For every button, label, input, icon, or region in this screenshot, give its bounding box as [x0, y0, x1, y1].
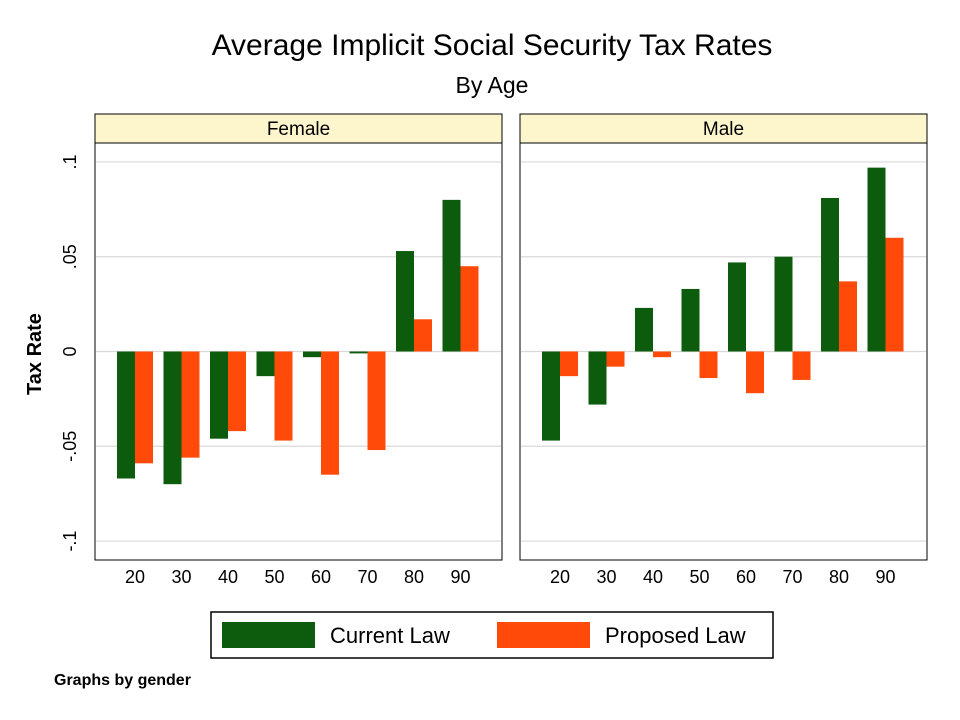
x-tick-label: 20	[125, 567, 145, 587]
bar-male-proposed-law-80	[839, 281, 857, 352]
bar-male-current-law-80	[821, 197, 839, 352]
bar-female-current-law-40	[210, 351, 228, 439]
x-tick-label: 30	[171, 567, 191, 587]
panels: Female 20 30 40 50 60 70 80 90 Male 20 30 40 50 60 70 80…	[94, 113, 928, 587]
bar-female-current-law-90	[442, 199, 461, 352]
y-axis-label: Tax Rate	[24, 313, 46, 395]
bar-female-current-law-80	[396, 251, 414, 352]
bar-male-current-law-60	[728, 262, 746, 352]
x-tick-label: 50	[264, 567, 284, 587]
bar-female-proposed-law-70	[367, 351, 386, 451]
bar-male-current-law-40	[635, 307, 653, 352]
bar-female-proposed-law-90	[460, 266, 479, 352]
bar-male-current-law-20	[542, 351, 560, 441]
bar-female-proposed-law-50	[274, 351, 293, 441]
bar-female-proposed-law-80	[414, 319, 432, 352]
bar-female-proposed-law-20	[135, 351, 153, 464]
bar-male-current-law-50	[681, 288, 700, 352]
x-tick-label: 70	[357, 567, 377, 587]
panel-strip-label: Female	[267, 119, 330, 140]
x-tick-label: 80	[404, 567, 424, 587]
bar-female-current-law-30	[163, 351, 182, 485]
bar-male-proposed-law-60	[746, 351, 764, 394]
x-tick-label: 40	[643, 567, 663, 587]
panel-strip	[94, 113, 503, 144]
y-tick-label: .05	[60, 244, 80, 269]
bar-female-current-law-60	[303, 351, 321, 358]
bar-female-current-law-70	[349, 351, 368, 354]
bar-female-proposed-law-40	[228, 351, 246, 432]
bar-male-current-law-30	[588, 351, 607, 405]
graphs-note: Graphs by gender	[54, 672, 191, 689]
x-tick-label: 30	[596, 567, 616, 587]
x-tick-label: 40	[218, 567, 238, 587]
bar-male-current-law-70	[774, 256, 793, 352]
legend-swatch-current-law	[222, 622, 315, 648]
bar-male-proposed-law-40	[653, 351, 671, 358]
bar-female-current-law-20	[117, 351, 135, 479]
bar-male-current-law-90	[867, 167, 886, 352]
x-tick-label: 20	[550, 567, 570, 587]
bar-male-proposed-law-20	[560, 351, 578, 377]
x-tick-label: 70	[782, 567, 802, 587]
x-tick-label: 90	[450, 567, 470, 587]
legend-label-proposed-law: Proposed Law	[605, 623, 746, 648]
y-tick-label: -.1	[60, 531, 80, 552]
x-tick-label: 60	[736, 567, 756, 587]
chart-subtitle: By Age	[456, 72, 529, 98]
legend-label-current-law: Current Law	[330, 623, 450, 648]
x-tick-label: 60	[311, 567, 331, 587]
chart-title: Average Implicit Social Security Tax Rat…	[212, 29, 773, 62]
bar-female-current-law-50	[256, 351, 275, 377]
x-tick-label: 50	[689, 567, 709, 587]
panel-female: Female 20 30 40 50 60 70 80 90	[94, 113, 503, 587]
legend: Current Law Proposed Law	[210, 611, 774, 659]
panel-strip	[519, 113, 928, 144]
legend-swatch-proposed-law	[497, 622, 590, 648]
panel-male: Male 20 30 40 50 60 70 80 90	[519, 113, 928, 587]
bar-male-proposed-law-90	[885, 237, 904, 352]
y-tick-label: 0	[60, 346, 80, 356]
bar-male-proposed-law-50	[699, 351, 718, 379]
panel-strip-label: Male	[703, 119, 744, 140]
legend-box	[210, 611, 774, 659]
bar-male-proposed-law-70	[792, 351, 811, 380]
y-tick-label: .1	[60, 154, 80, 169]
y-tick-label: -.05	[60, 431, 80, 462]
bar-female-proposed-law-30	[181, 351, 200, 458]
bar-female-proposed-law-60	[321, 351, 339, 475]
bar-male-proposed-law-30	[606, 351, 625, 367]
x-tick-label: 80	[829, 567, 849, 587]
x-tick-label: 90	[875, 567, 895, 587]
y-axis: -.1 -.05 0 .05 .1	[60, 154, 80, 551]
